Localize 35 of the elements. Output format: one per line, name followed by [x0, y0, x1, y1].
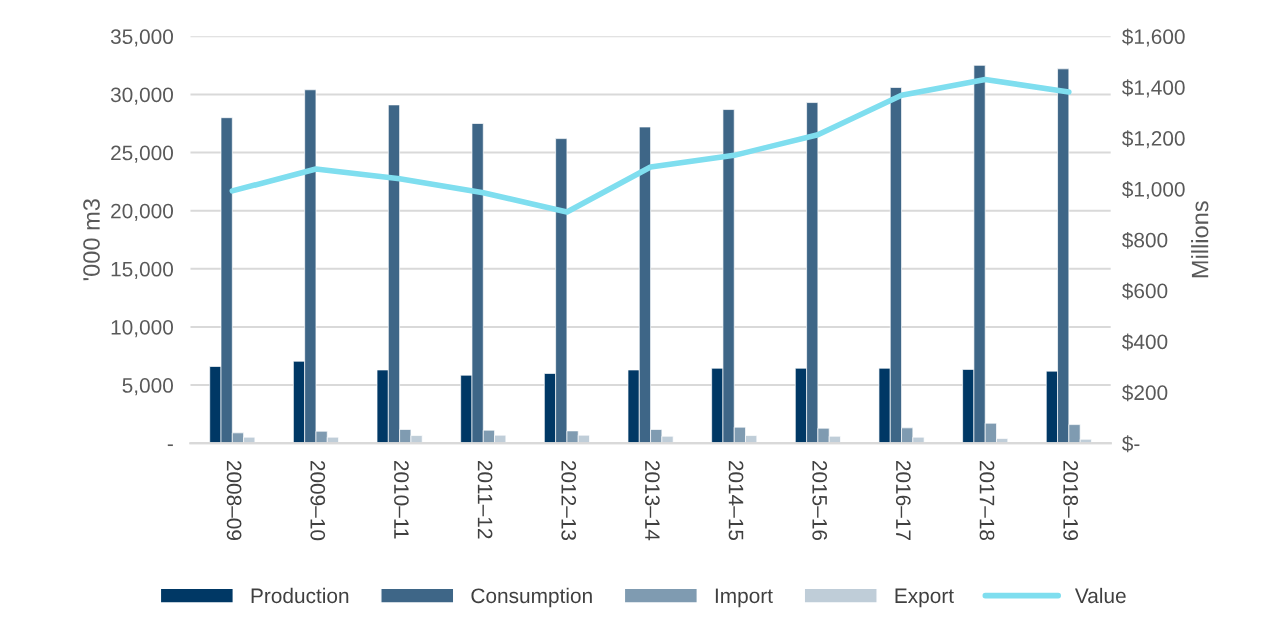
- x-tick-label: 2010–11: [394, 460, 409, 539]
- x-tick-label: 2012–13: [561, 460, 577, 541]
- y2-tick-label: $800: [1122, 231, 1168, 249]
- legend-label: Value: [1074, 587, 1126, 604]
- x-tick-label: 2008–09: [226, 460, 242, 540]
- y2-tick-label: $1,000: [1122, 181, 1185, 200]
- y-axis-title: '000 m3: [83, 199, 100, 281]
- x-tick-label: 2018–19: [1063, 460, 1079, 540]
- x-tick-label: 2015–16: [812, 460, 828, 541]
- legend-label: Import: [715, 588, 773, 608]
- x-tick-label: 2013–14: [644, 460, 660, 541]
- x-tick-label: 2009–10: [310, 460, 326, 541]
- y2-tick-label: $200: [1122, 384, 1168, 402]
- y2-tick-label: $400: [1122, 333, 1168, 351]
- x-tick-label: 2014–15: [728, 460, 744, 541]
- y2-tick-label: $600: [1122, 282, 1168, 300]
- x-tick-label: 2016–17: [895, 460, 911, 540]
- x-tick-label: 2017–18: [979, 460, 995, 541]
- y2-tick-label: $1,200: [1122, 130, 1185, 149]
- y2-axis-title: Millions: [1191, 201, 1209, 278]
- y-tick-label: -: [167, 444, 173, 447]
- y-tick-label: 25,000: [111, 145, 173, 163]
- y2-tick-label: $1,600: [1122, 28, 1185, 47]
- y-tick-label: 5,000: [122, 378, 173, 396]
- legend-label: Export: [895, 588, 954, 608]
- x-tick-label: 2011–12: [477, 460, 493, 539]
- legend-label: Consumption: [471, 587, 592, 608]
- legend-label: Production: [251, 587, 349, 604]
- y-tick-label: 20,000: [111, 203, 173, 221]
- y2-tick-label: $1,400: [1122, 79, 1185, 98]
- y-tick-label: 30,000: [110, 87, 173, 105]
- y2-tick-label: $-: [1122, 435, 1140, 453]
- y-tick-label: 10,000: [111, 319, 173, 338]
- y-tick-label: 35,000: [110, 29, 173, 47]
- y-tick-label: 15,000: [111, 261, 173, 280]
